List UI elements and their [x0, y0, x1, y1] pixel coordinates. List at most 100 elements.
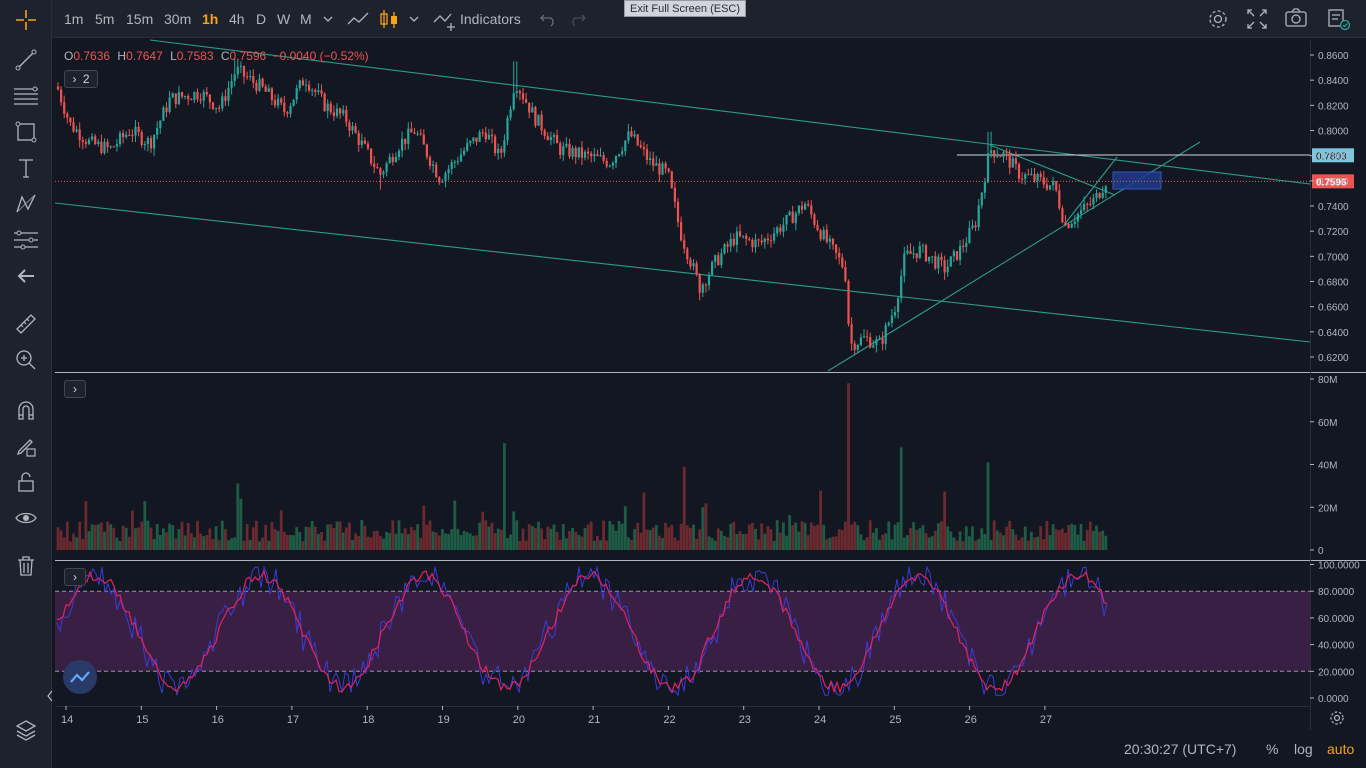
interval-5m[interactable]: 5m [95, 11, 115, 27]
trendline-icon[interactable] [12, 46, 40, 74]
object-tree-icon[interactable] [12, 716, 40, 744]
candle-body [174, 93, 177, 105]
volume-bar [437, 535, 441, 550]
percent-scale-toggle[interactable]: % [1266, 741, 1279, 757]
candle-body [323, 93, 326, 112]
undo-icon[interactable] [540, 0, 558, 38]
collapse-toolbar-chevron-icon[interactable] [46, 688, 54, 704]
volume-bar [1017, 540, 1021, 550]
indicators-toggle-button[interactable]: › 2 [64, 70, 98, 88]
candle-body [273, 100, 277, 106]
candle-body [236, 66, 239, 75]
interval-w[interactable]: W [277, 11, 291, 27]
interval-30m[interactable]: 30m [164, 11, 192, 27]
channel-lower-trendline[interactable] [54, 202, 1311, 343]
volume-bar [738, 531, 742, 550]
forecast-icon[interactable] [12, 226, 40, 254]
volume-pane-toggle-button[interactable]: › [64, 380, 86, 398]
candle-body [469, 140, 472, 144]
volume-bar [115, 537, 119, 550]
interval-4h[interactable]: 4h [229, 11, 245, 27]
price-axis-label: 0.8200 [1318, 101, 1349, 112]
eye-icon[interactable] [12, 504, 40, 532]
exit-fullscreen-tooltip: Exit Full Screen (ESC) [624, 0, 747, 17]
candle-body [552, 135, 556, 137]
candle-body [56, 86, 60, 90]
candle-body [370, 148, 373, 164]
volume-bar [434, 532, 438, 550]
interval-m[interactable]: M [300, 11, 312, 27]
volume-axis-label: 80M [1318, 375, 1337, 386]
volume-bar [710, 538, 714, 550]
candle-body [1033, 174, 1036, 181]
candle-body [1027, 174, 1030, 176]
candle-body [447, 168, 450, 174]
volume-bar [1005, 526, 1008, 550]
candle-body [580, 147, 583, 158]
descending-wedge-trendline[interactable] [989, 144, 1116, 196]
candle-body [314, 89, 317, 93]
candles-chart-type-icon[interactable] [378, 0, 400, 38]
pattern-icon[interactable] [12, 190, 40, 218]
rsi-axis-label: 80.0000 [1318, 587, 1355, 598]
interval-15m[interactable]: 15m [126, 11, 154, 27]
auto-scale-toggle[interactable]: auto [1327, 741, 1355, 757]
ruler-icon[interactable] [12, 310, 40, 338]
breakout-projection-line[interactable] [1063, 156, 1118, 226]
volume-bar [617, 520, 621, 550]
fullscreen-icon[interactable] [1246, 0, 1268, 38]
indicators-icon[interactable] [432, 0, 458, 38]
candle-body [125, 134, 128, 138]
volume-bar [639, 532, 643, 550]
axis-settings-gear-icon[interactable] [1328, 709, 1346, 727]
publish-idea-icon[interactable] [1326, 0, 1352, 38]
rectangle-icon[interactable] [12, 118, 40, 146]
candle-body [168, 97, 171, 112]
volume-bar [1076, 534, 1080, 550]
interval-1h[interactable]: 1h [202, 11, 219, 27]
fib-retracement-icon[interactable] [12, 82, 40, 110]
text-icon[interactable] [12, 154, 40, 182]
volume-bar [592, 540, 596, 550]
back-arrow-icon[interactable] [12, 262, 40, 290]
candle-body [295, 88, 298, 100]
ascending-support-trendline[interactable] [827, 141, 1201, 372]
tradingview-logo[interactable] [63, 660, 97, 694]
volume-bar [884, 533, 888, 550]
interval-1m[interactable]: 1m [64, 11, 84, 27]
indicators-button[interactable]: Indicators [460, 11, 521, 27]
candle-body [277, 98, 280, 106]
candle-body [748, 239, 751, 241]
redo-icon[interactable] [568, 0, 586, 38]
stay-in-drawing-mode-icon[interactable] [12, 432, 40, 460]
interval-d[interactable]: D [256, 11, 267, 27]
candle-body [354, 126, 357, 133]
more-intervals-chevron-icon[interactable] [322, 0, 334, 38]
bottom-bar: 20:30:27 (UTC+7) % log auto [1090, 738, 1366, 762]
chart-type-chevron-icon[interactable] [408, 0, 420, 38]
line-chart-type-icon[interactable] [346, 0, 370, 38]
volume-bar [220, 520, 224, 550]
candle-body [478, 132, 481, 142]
settings-gear-icon[interactable] [1206, 0, 1230, 38]
candle-body [949, 256, 952, 267]
camera-snapshot-icon[interactable] [1284, 0, 1308, 38]
volume-bar [946, 526, 950, 550]
lock-icon[interactable] [12, 468, 40, 496]
volume-bar [933, 530, 937, 550]
volume-bar [196, 520, 199, 550]
candle-body [906, 250, 909, 254]
target-zone-rectangle[interactable] [1112, 171, 1162, 190]
crosshair-icon[interactable] [12, 6, 40, 34]
log-scale-toggle[interactable]: log [1294, 741, 1313, 757]
trash-icon[interactable] [12, 552, 40, 580]
rsi-pane-toggle-button[interactable]: › [64, 568, 86, 586]
magnet-icon[interactable] [12, 396, 40, 424]
candle-body [128, 134, 131, 136]
volume-bar [1070, 523, 1074, 550]
zoom-in-icon[interactable] [12, 346, 40, 374]
volume-bar [875, 528, 878, 550]
volume-bar [729, 523, 733, 550]
candle-body [990, 150, 993, 154]
